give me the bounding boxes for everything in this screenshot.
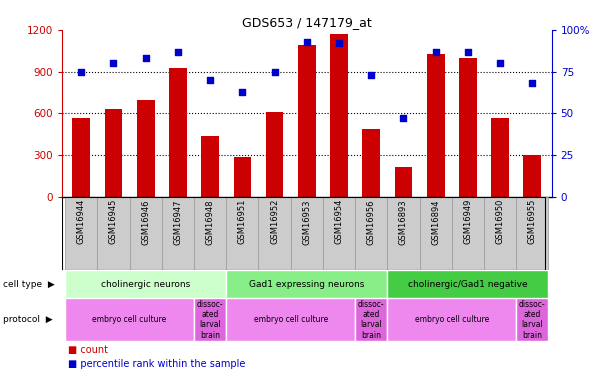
Point — [335, 40, 344, 46]
Text: Gad1 expressing neurons: Gad1 expressing neurons — [249, 280, 365, 289]
Bar — [427, 54, 444, 197]
Bar — [234, 156, 251, 197]
Text: GSM16952: GSM16952 — [270, 199, 279, 244]
Text: GSM16951: GSM16951 — [238, 199, 247, 244]
Point — [173, 49, 183, 55]
Bar — [291, 197, 323, 270]
Bar — [73, 118, 90, 197]
Bar — [452, 197, 484, 270]
Point — [141, 56, 150, 62]
Text: GSM16945: GSM16945 — [109, 199, 118, 244]
Point — [302, 39, 312, 45]
Bar — [97, 197, 130, 270]
Point — [463, 49, 473, 55]
Text: GSM16955: GSM16955 — [528, 199, 537, 244]
Bar — [194, 298, 226, 341]
Text: GSM16893: GSM16893 — [399, 199, 408, 245]
Text: cell type  ▶: cell type ▶ — [3, 280, 55, 289]
Bar — [201, 136, 219, 197]
Text: embryo cell culture: embryo cell culture — [254, 315, 328, 324]
Text: GSM16950: GSM16950 — [496, 199, 504, 244]
Bar — [266, 112, 283, 197]
Text: cholinergic/Gad1 negative: cholinergic/Gad1 negative — [408, 280, 527, 289]
Bar — [419, 197, 452, 270]
Point — [431, 49, 440, 55]
Bar — [484, 197, 516, 270]
Point — [527, 80, 537, 86]
Bar — [65, 270, 226, 298]
Text: GSM16947: GSM16947 — [173, 199, 182, 244]
Text: embryo cell culture: embryo cell culture — [93, 315, 167, 324]
Text: GSM16953: GSM16953 — [302, 199, 312, 244]
Bar — [104, 109, 122, 197]
Bar — [388, 298, 516, 341]
Text: GSM16954: GSM16954 — [335, 199, 343, 244]
Bar — [355, 298, 388, 341]
Bar — [169, 68, 187, 197]
Bar — [355, 197, 388, 270]
Bar — [65, 298, 194, 341]
Bar — [258, 197, 291, 270]
Bar — [162, 197, 194, 270]
Text: dissoc-
ated
larval
brain: dissoc- ated larval brain — [358, 300, 385, 340]
Point — [270, 69, 279, 75]
Bar — [194, 197, 226, 270]
Bar — [388, 270, 549, 298]
Text: protocol  ▶: protocol ▶ — [3, 315, 53, 324]
Point — [77, 69, 86, 75]
Bar — [362, 129, 380, 197]
Bar — [388, 197, 419, 270]
Bar — [137, 99, 155, 197]
Bar — [298, 45, 316, 197]
Text: GSM16956: GSM16956 — [367, 199, 376, 244]
Point — [399, 116, 408, 122]
Bar — [226, 270, 388, 298]
Point — [366, 72, 376, 78]
Bar — [516, 197, 549, 270]
Text: dissoc-
ated
larval
brain: dissoc- ated larval brain — [519, 300, 546, 340]
Bar — [226, 197, 258, 270]
Bar — [65, 197, 97, 270]
Text: ■ percentile rank within the sample: ■ percentile rank within the sample — [68, 359, 245, 369]
Bar — [491, 118, 509, 197]
Text: dissoc-
ated
larval
brain: dissoc- ated larval brain — [197, 300, 224, 340]
Text: cholinergic neurons: cholinergic neurons — [101, 280, 191, 289]
Text: GSM16894: GSM16894 — [431, 199, 440, 244]
Text: GSM16948: GSM16948 — [206, 199, 215, 244]
Bar — [130, 197, 162, 270]
Bar — [395, 167, 412, 197]
Title: GDS653 / 147179_at: GDS653 / 147179_at — [242, 16, 372, 29]
Text: embryo cell culture: embryo cell culture — [415, 315, 489, 324]
Bar — [516, 298, 549, 341]
Bar — [226, 298, 355, 341]
Bar — [323, 197, 355, 270]
Text: GSM16949: GSM16949 — [463, 199, 473, 244]
Point — [238, 89, 247, 95]
Text: GSM16946: GSM16946 — [141, 199, 150, 244]
Bar — [330, 34, 348, 197]
Text: GSM16944: GSM16944 — [77, 199, 86, 244]
Text: ■ count: ■ count — [68, 345, 108, 355]
Point — [205, 77, 215, 83]
Bar — [523, 155, 541, 197]
Point — [109, 60, 118, 66]
Point — [496, 60, 505, 66]
Bar — [459, 58, 477, 197]
